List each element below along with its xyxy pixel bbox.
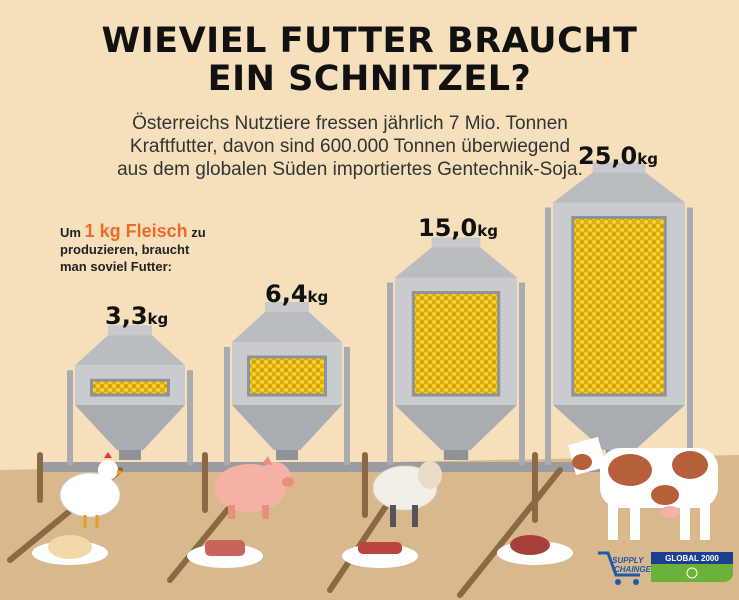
lead-pre: Um: [60, 225, 81, 240]
plate-pork-icon: [187, 540, 263, 568]
cow-icon: [568, 437, 718, 540]
plate-beef-icon: [497, 535, 573, 565]
amount-value: 15,0: [418, 214, 478, 242]
chicken-icon: [59, 452, 124, 528]
feed-window: [247, 355, 327, 397]
pig-icon: [214, 456, 294, 519]
intro-line: Kraftfutter, davon sind 600.000 Tonnen ü…: [129, 136, 571, 157]
amount-value: 6,4: [265, 280, 308, 308]
title-line-1: WIEVIEL FUTTER BRAUCHT: [101, 21, 638, 61]
feed-window: [90, 378, 170, 397]
silo-sheep: [387, 237, 525, 465]
global-2000-logo: GLOBAL 2000: [651, 552, 733, 582]
intro-text: Österreichs Nutztiere fressen jährlich 7…: [100, 112, 600, 181]
silo-pig: [224, 302, 350, 465]
amount-value: 3,3: [105, 302, 148, 330]
sheep-icon: [372, 461, 442, 527]
svg-text:SUPPLY: SUPPLY: [612, 556, 644, 565]
amount-unit: kg: [147, 310, 169, 328]
amount-cow: 25,0kg: [578, 142, 658, 170]
amount-unit: kg: [307, 288, 329, 306]
silo-chicken: [67, 325, 193, 465]
intro-line: aus dem globalen Süden importiertes Gent…: [117, 159, 583, 180]
lead-line-3: man soviel Futter:: [60, 259, 172, 274]
amount-unit: kg: [477, 222, 498, 240]
feed-window: [411, 291, 501, 397]
amount-sheep: 15,0kg: [418, 214, 498, 242]
trough: [40, 462, 600, 472]
amount-unit: kg: [637, 150, 658, 168]
feed-window: [571, 216, 667, 397]
lead-post: zu: [191, 225, 206, 240]
lead-highlight: 1 kg Fleisch: [84, 221, 188, 241]
supply-change-logo: SUPPLY CHAINGE: [598, 551, 652, 585]
silo-cow: [545, 162, 693, 465]
title-line-2: EIN SCHNITZEL?: [207, 59, 532, 99]
amount-pig: 6,4kg: [265, 280, 328, 308]
svg-text:CHAINGE: CHAINGE: [614, 565, 652, 574]
amount-chicken: 3,3kg: [105, 302, 168, 330]
svg-text:GLOBAL 2000: GLOBAL 2000: [665, 554, 719, 563]
plate-chicken-icon: [32, 535, 108, 565]
intro-line: Österreichs Nutztiere fressen jährlich 7…: [132, 113, 568, 134]
lead-line-2: produzieren, braucht: [60, 242, 190, 257]
amount-value: 25,0: [578, 142, 638, 170]
lead-text: Um 1 kg Fleisch zu produzieren, braucht …: [60, 221, 260, 275]
page-title: WIEVIEL FUTTER BRAUCHT EIN SCHNITZEL?: [0, 22, 739, 98]
plate-lamb-icon: [342, 542, 418, 568]
